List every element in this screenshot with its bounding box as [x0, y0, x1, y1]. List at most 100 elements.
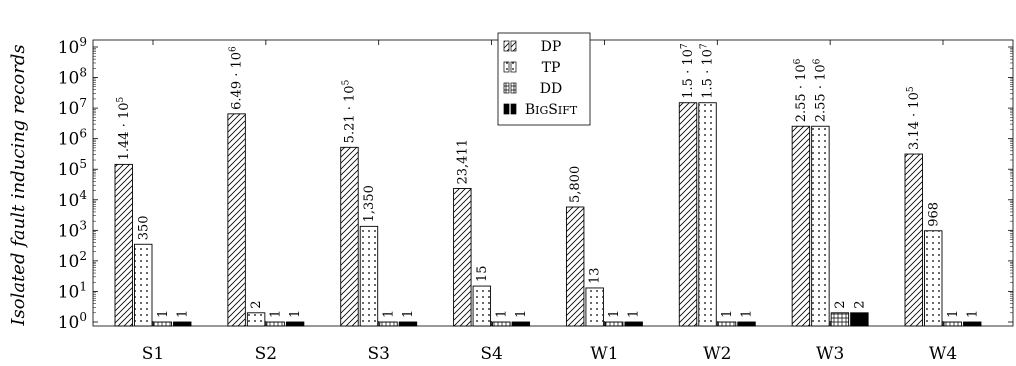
data-label: 1 — [627, 310, 642, 318]
bar — [963, 321, 982, 327]
y-axis-label: Isolated fault inducing records — [8, 44, 29, 326]
y-tick-label: 103 — [58, 218, 87, 241]
y-tick-label: 106 — [58, 127, 87, 150]
legend: DP TP DD BIGSIFT — [497, 32, 591, 126]
y-tick-label: 107 — [58, 96, 87, 119]
y-tick-label: 108 — [58, 66, 87, 89]
bar — [266, 321, 285, 327]
x-tick-label: W1 — [590, 344, 618, 364]
bar — [398, 321, 418, 327]
bar — [943, 321, 962, 327]
bar — [359, 225, 379, 327]
data-label: 5,800 — [568, 166, 583, 203]
data-label: 1 — [720, 310, 735, 318]
data-label: 1 — [269, 310, 284, 318]
x-tick-label: S2 — [255, 344, 277, 364]
y-tick-label: 104 — [58, 188, 88, 211]
data-label: 2 — [833, 301, 848, 309]
bar — [114, 163, 133, 327]
data-label: 1 — [156, 310, 171, 318]
bar — [340, 146, 359, 327]
data-label: 15 — [475, 266, 490, 283]
data-label: 3.14 · 105 — [906, 86, 922, 150]
bar — [811, 125, 830, 327]
legend-swatch — [510, 103, 517, 115]
bars — [114, 102, 982, 327]
bar — [624, 321, 643, 327]
legend-entry-label: DD — [540, 81, 562, 97]
legend-entry-label: DP — [541, 39, 562, 55]
bar — [791, 125, 811, 327]
bar — [153, 321, 172, 327]
data-label: 1.5 · 107 — [680, 43, 696, 99]
data-label: 2 — [249, 301, 264, 309]
x-tick-label: W2 — [703, 344, 731, 364]
x-tick-label: W3 — [816, 344, 844, 364]
y-tick-label: 105 — [58, 157, 87, 180]
data-label: 5.21 · 105 — [341, 79, 357, 143]
legend-swatch — [503, 82, 510, 94]
x-tick-label: S3 — [367, 344, 389, 364]
data-label: 1,350 — [362, 185, 377, 222]
bar — [227, 113, 246, 327]
legend-swatch — [510, 40, 517, 52]
data-label: 2.55 · 106 — [793, 58, 809, 122]
bar — [904, 153, 923, 327]
bar — [511, 321, 531, 327]
bar — [717, 321, 737, 327]
bar — [678, 102, 698, 327]
x-tick-label: W4 — [929, 344, 957, 364]
data-label: 1 — [946, 310, 961, 318]
bar — [492, 321, 511, 327]
data-label: 2.55 · 106 — [812, 58, 828, 122]
bar — [585, 287, 604, 327]
data-label: 1 — [288, 310, 303, 318]
y-tick-label: 102 — [58, 249, 87, 272]
bar — [453, 188, 472, 327]
data-label: 1 — [494, 310, 509, 318]
data-label: 1 — [175, 310, 190, 318]
bar — [472, 285, 492, 327]
bar — [850, 312, 869, 327]
bar — [698, 102, 717, 327]
bar — [134, 243, 153, 327]
axes: 100 101 102 103 104 105 106 107 108 109 S1 S2 S3 S4 W1… — [58, 35, 1014, 364]
data-label: 1 — [607, 310, 622, 318]
bar — [246, 312, 266, 327]
x-tick-label: S1 — [142, 344, 164, 364]
bar — [379, 321, 398, 327]
bar — [604, 321, 624, 327]
data-label: 968 — [926, 202, 941, 227]
bar — [924, 230, 943, 327]
y-tick-label: 100 — [58, 310, 87, 333]
x-tick-label: S4 — [480, 344, 502, 364]
data-label: 6.49 · 106 — [229, 46, 245, 110]
data-label: 1 — [514, 310, 529, 318]
bar — [173, 321, 192, 327]
bar — [565, 206, 585, 327]
legend-swatch — [510, 61, 517, 73]
legend-entry-label: BIGSIFT — [525, 102, 578, 118]
data-label: 1.5 · 107 — [700, 43, 716, 99]
data-label: 13 — [588, 267, 603, 284]
legend-swatch — [503, 40, 510, 52]
data-label: 350 — [136, 215, 151, 240]
data-label: 23,411 — [455, 139, 470, 185]
data-label: 1 — [740, 310, 755, 318]
bar — [285, 321, 305, 327]
data-label: 1 — [401, 310, 416, 318]
data-label: 1 — [381, 310, 396, 318]
legend-entry-label: TP — [542, 60, 561, 76]
data-label: 2 — [852, 301, 867, 309]
bar — [737, 321, 756, 327]
legend-swatch — [510, 82, 517, 94]
data-label: 1.44 · 105 — [116, 96, 132, 160]
legend-swatch — [503, 61, 510, 73]
y-tick-label: 109 — [58, 35, 87, 58]
y-tick-label: 101 — [58, 279, 87, 302]
legend-swatch — [503, 103, 510, 115]
bar — [830, 312, 850, 327]
data-label: 1 — [965, 310, 980, 318]
